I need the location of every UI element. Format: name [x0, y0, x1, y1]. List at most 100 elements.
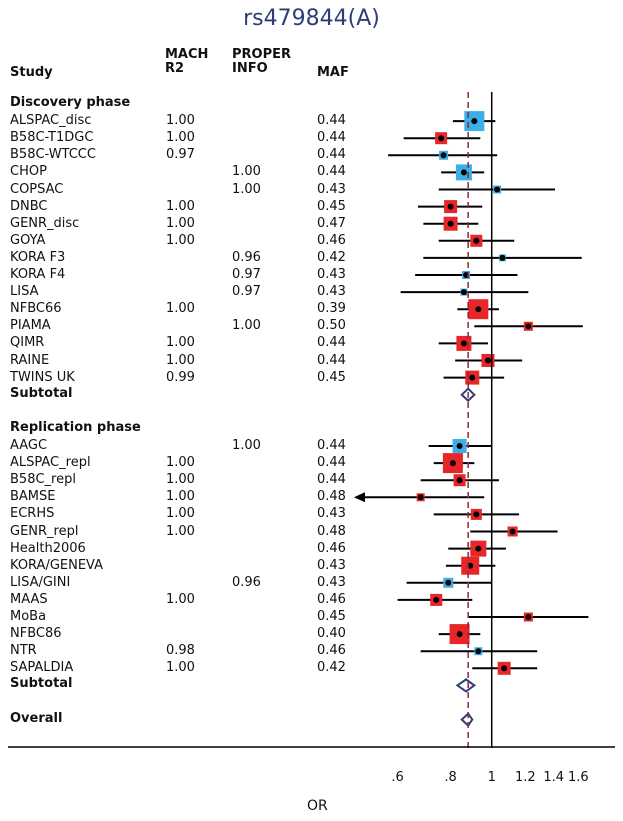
point-estimate [460, 340, 467, 347]
study-name: KORA F3 [10, 249, 66, 265]
maf-value: 0.50 [317, 318, 346, 334]
point-estimate [509, 528, 516, 535]
header-study: Study [10, 65, 53, 80]
maf-value: 0.45 [317, 609, 346, 624]
maf-value: 0.44 [317, 335, 346, 351]
ci-arrow [354, 492, 365, 503]
maf-value: 0.44 [317, 130, 346, 146]
proper-info-value: 1.00 [232, 181, 261, 197]
study-name: TWINS UK [10, 369, 75, 385]
maf-value: 0.39 [317, 301, 346, 317]
point-estimate [473, 237, 480, 244]
study-name: ECRHS [10, 506, 55, 522]
point-estimate [456, 631, 463, 638]
point-estimate [473, 511, 480, 518]
mach-r2-value: 1.00 [166, 232, 195, 248]
maf-value: 0.44 [317, 455, 346, 471]
point-estimate [471, 118, 478, 125]
header-mach-line1: MACH [165, 47, 209, 62]
point-estimate [525, 614, 532, 620]
study-name: KORA/GENEVA [10, 557, 104, 573]
study-name: RAINE [10, 352, 50, 368]
maf-value: 0.45 [317, 198, 346, 214]
header-proper-line2: INFO [232, 61, 268, 76]
maf-value: 0.42 [317, 249, 346, 265]
overall-diamond [460, 712, 474, 728]
mach-r2-value: 1.00 [166, 301, 195, 317]
x-axis-label: OR [307, 798, 328, 814]
proper-info-value: 0.97 [232, 284, 261, 300]
study-name: KORA F4 [10, 267, 66, 282]
mach-r2-value: 1.00 [166, 660, 195, 676]
point-estimate [438, 135, 445, 142]
x-tick-label: .6 [391, 770, 403, 785]
study-name: SAPALDIA [10, 660, 74, 676]
point-estimate [449, 460, 456, 467]
point-estimate [440, 152, 447, 159]
mach-r2-value: 0.99 [166, 369, 195, 385]
point-estimate [494, 186, 501, 193]
header-mach-line2: R2 [165, 61, 185, 76]
subtotal-label: Subtotal [10, 385, 73, 401]
maf-value: 0.44 [317, 472, 346, 488]
mach-r2-value: 1.00 [166, 472, 195, 488]
point-estimate [475, 648, 482, 655]
point-estimate [445, 579, 452, 586]
study-name: PIAMA [10, 318, 51, 334]
x-tick-label: 1.4 [543, 770, 564, 785]
study-name: BAMSE [10, 489, 56, 505]
maf-value: 0.48 [317, 489, 346, 505]
maf-value: 0.47 [317, 215, 346, 231]
point-estimate [456, 477, 463, 484]
study-name: ALSPAC_repl [10, 455, 91, 471]
maf-value: 0.44 [317, 438, 346, 453]
section-heading: Replication phase [10, 419, 141, 435]
study-name: MoBa [10, 609, 47, 624]
mach-r2-value: 1.00 [166, 489, 195, 505]
point-estimate [460, 289, 467, 296]
study-name: MAAS [10, 591, 48, 607]
point-estimate [447, 220, 454, 227]
point-estimate [484, 357, 491, 364]
point-estimate [501, 665, 508, 672]
study-name: NFBC66 [10, 301, 62, 317]
maf-value: 0.44 [317, 164, 346, 180]
maf-value: 0.45 [317, 369, 346, 385]
study-name: LISA [10, 284, 39, 300]
study-name: GOYA [10, 232, 46, 248]
x-tick-label: .8 [444, 770, 456, 785]
mach-r2-value: 1.00 [166, 523, 195, 539]
maf-value: 0.42 [317, 660, 346, 676]
study-name: COPSAC [10, 181, 64, 197]
header-maf: MAF [317, 65, 349, 80]
maf-value: 0.43 [317, 557, 346, 573]
x-tick-label: 1.2 [515, 770, 536, 785]
study-name: GENR_repl [10, 523, 79, 539]
mach-r2-value: 1.00 [166, 591, 195, 607]
mach-r2-value: 0.98 [166, 643, 195, 659]
point-estimate [499, 254, 506, 261]
x-tick-label: 1 [488, 770, 496, 785]
maf-value: 0.46 [317, 591, 346, 607]
maf-value: 0.44 [317, 113, 346, 129]
point-estimate [475, 545, 482, 552]
maf-value: 0.46 [317, 540, 346, 556]
mach-r2-value: 1.00 [166, 352, 195, 368]
overall-label: Overall [10, 710, 63, 726]
study-name: GENR_disc [10, 215, 80, 231]
point-estimate [525, 323, 532, 330]
mach-r2-value: 1.00 [166, 335, 195, 351]
point-estimate [456, 443, 463, 449]
maf-value: 0.48 [317, 523, 346, 539]
proper-info-value: 0.96 [232, 574, 261, 590]
study-name: LISA/GINI [10, 574, 71, 590]
study-name: CHOP [10, 164, 47, 180]
proper-info-value: 1.00 [232, 318, 261, 334]
point-estimate [417, 494, 424, 501]
subtotal-diamond [455, 678, 477, 693]
point-estimate [447, 203, 454, 210]
proper-info-value: 0.96 [232, 249, 261, 265]
mach-r2-value: 1.00 [166, 198, 195, 214]
maf-value: 0.46 [317, 232, 346, 248]
